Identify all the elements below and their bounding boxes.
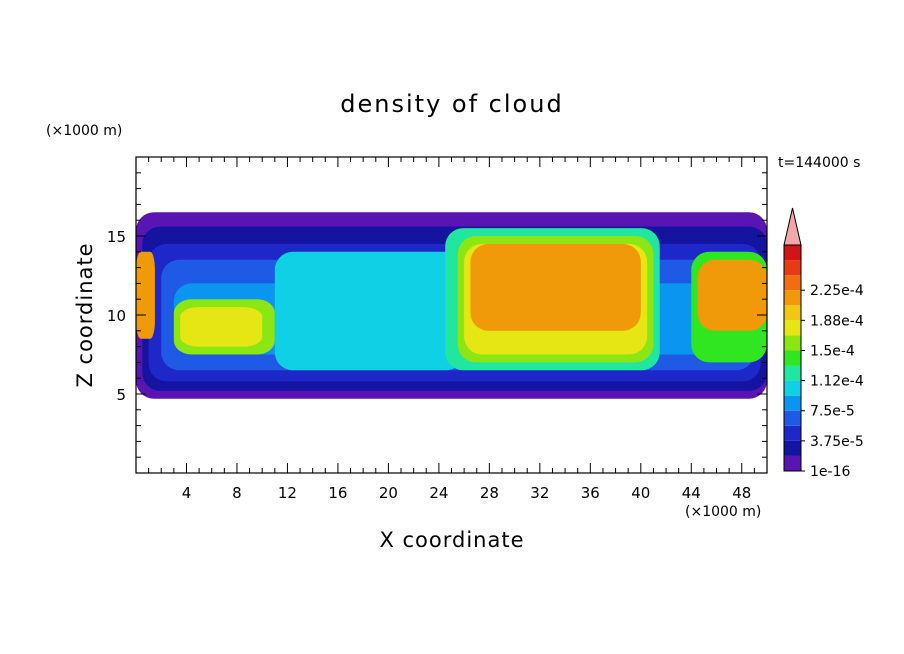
x-tick-label: 8 <box>232 484 242 502</box>
density-region-13 <box>697 259 767 331</box>
colorbar-band <box>784 275 801 291</box>
x-tick-label: 4 <box>182 484 192 502</box>
colorbar-band <box>784 305 801 321</box>
y-tick-label: 10 <box>107 307 126 325</box>
x-tick-label: 36 <box>581 484 600 502</box>
x-unit-label: (×1000 m) <box>685 504 761 520</box>
colorbar-band <box>784 290 801 306</box>
x-tick-label: 44 <box>682 484 701 502</box>
y-axis-label: Z coordinate <box>73 242 97 387</box>
y-tick-label: 15 <box>107 228 126 246</box>
colorbar-band <box>784 350 801 366</box>
time-label: t=144000 s <box>778 155 860 171</box>
density-region-14 <box>136 251 155 339</box>
x-tick-label: 28 <box>480 484 499 502</box>
colorbar-band <box>784 410 801 426</box>
colorbar-band <box>784 320 801 336</box>
colorbar-band <box>784 245 801 261</box>
colorbar-band <box>784 335 801 351</box>
density-region-11 <box>470 243 641 331</box>
colorbar-band <box>784 440 801 456</box>
x-tick-label: 48 <box>732 484 751 502</box>
colorbar-label: 7.5e-5 <box>810 404 855 420</box>
colorbar-band <box>784 395 801 411</box>
x-tick-label: 32 <box>530 484 549 502</box>
density-region-6 <box>180 307 263 347</box>
colorbar-band <box>784 260 801 276</box>
colorbar-band <box>784 455 801 471</box>
colorbar-label: 3.75e-5 <box>810 434 864 450</box>
colorbar-label: 1.5e-4 <box>810 343 855 359</box>
x-tick-label: 16 <box>328 484 347 502</box>
x-tick-label: 12 <box>278 484 297 502</box>
colorbar-band <box>784 380 801 396</box>
colorbar: 1e-16 3.75e-5 7.5e-5 1.12e-4 1.5e-4 1.88e-4 2.… <box>783 207 864 480</box>
density-region-7 <box>274 251 465 371</box>
x-tick-label: 40 <box>631 484 650 502</box>
colorbar-label: 2.25e-4 <box>810 283 864 299</box>
colorbar-label: 1.12e-4 <box>810 374 864 390</box>
y-tick-label: 5 <box>116 386 126 404</box>
colorbar-band <box>784 425 801 441</box>
colorbar-label: 1e-16 <box>810 464 850 480</box>
y-unit-label: (×1000 m) <box>46 123 122 139</box>
x-axis-label: X coordinate <box>379 528 524 552</box>
colorbar-band <box>784 365 801 381</box>
x-tick-label: 24 <box>429 484 448 502</box>
x-tick-label: 20 <box>379 484 398 502</box>
colorbar-label: 1.88e-4 <box>810 313 864 329</box>
colorbar-overflow-arrow <box>783 207 802 246</box>
chart-title: density of cloud <box>340 90 563 118</box>
